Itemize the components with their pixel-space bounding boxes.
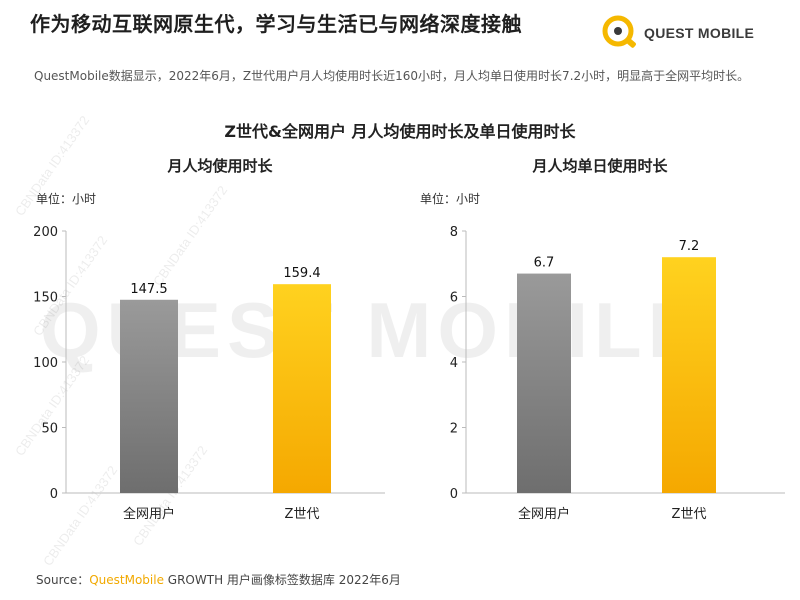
daily-usage-chart: 0 2 4 6 8 6.7 全网用户 7.2 Z世代 [450,225,785,522]
source-note: Source：QuestMobile GROWTH 用户画像标签数据库 2022… [36,571,401,588]
bar-all-users [517,273,571,493]
source-prefix: Source： [36,573,90,587]
unit-label-monthly: 单位：小时 [36,192,97,206]
bar-value-label: 147.5 [130,282,167,297]
y-tick-label: 50 [41,422,58,437]
bar-value-label: 6.7 [534,256,555,271]
bar-value-label: 159.4 [283,266,320,281]
bar-all-users [120,299,178,493]
chart-title-monthly: 月人均使用时长 [167,157,273,175]
summary-text: QuestMobile数据显示，2022年6月，Z世代用户月人均使用时长近160… [34,69,750,83]
chart-title-daily: 月人均单日使用时长 [532,157,668,175]
source-brand: QuestMobile [89,573,164,587]
quest-mobile-logo-icon [602,15,636,48]
monthly-usage-chart: 0 50 100 150 200 147.5 全网用户 159.4 Z世代 [33,225,385,522]
unit-label-daily: 单位：小时 [420,192,481,206]
y-tick-label: 100 [33,356,58,371]
bar-gen-z [273,284,331,493]
x-category-label: Z世代 [285,507,320,522]
y-tick-label: 8 [450,225,458,240]
y-tick-label: 6 [450,291,458,306]
logo-text: QUEST MOBILE [644,25,755,41]
x-category-label: 全网用户 [518,506,570,522]
quest-mobile-logo: QUEST MOBILE [600,12,785,52]
y-tick-label: 150 [33,291,58,306]
bar-value-label: 7.2 [679,239,700,254]
bar-gen-z [662,257,716,493]
y-tick-label: 0 [50,487,58,502]
source-rest: GROWTH 用户画像标签数据库 2022年6月 [163,573,401,587]
x-category-label: 全网用户 [123,506,175,522]
chart-main-title: Z世代&全网用户 月人均使用时长及单日使用时长 [224,122,576,141]
page-title: 作为移动互联网原生代，学习与生活已与网络深度接触 [30,12,522,36]
y-tick-label: 2 [450,422,458,437]
y-tick-label: 4 [450,356,458,371]
x-category-label: Z世代 [672,507,707,522]
y-tick-label: 200 [33,225,58,240]
y-tick-label: 0 [450,487,458,502]
